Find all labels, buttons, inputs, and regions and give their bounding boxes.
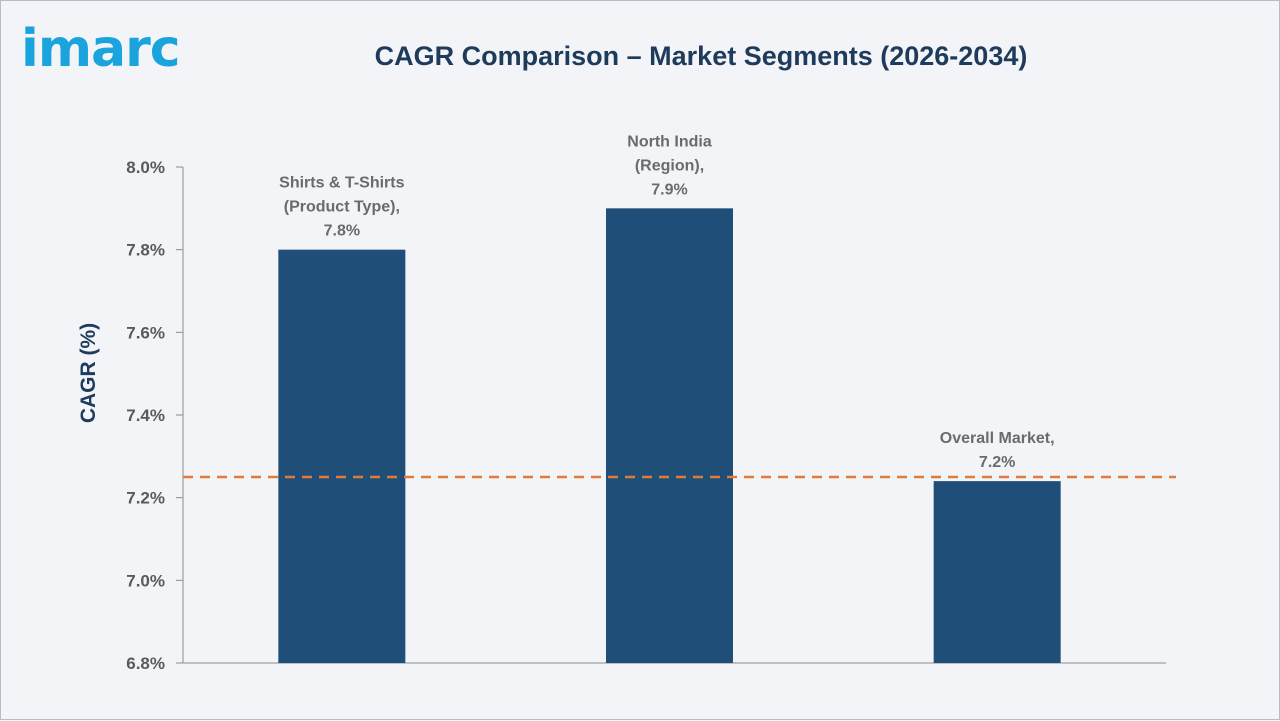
logo-text: imarc xyxy=(21,19,181,79)
bar-data-label: (Product Type), xyxy=(284,199,400,216)
bar-data-label: 7.2% xyxy=(979,454,1015,471)
bar-data-label: 7.8% xyxy=(324,223,360,240)
bar xyxy=(606,208,733,664)
bar-data-label: 7.9% xyxy=(651,181,687,198)
y-tick-label: 7.2% xyxy=(126,489,165,508)
bar-data-label: Overall Market, xyxy=(940,430,1055,447)
bar xyxy=(278,249,406,663)
y-tick-label: 7.8% xyxy=(126,241,165,260)
bar-data-label: (Region), xyxy=(635,157,704,174)
bar-data-label: North India xyxy=(627,133,712,150)
imarc-logo: imarc xyxy=(21,15,206,85)
y-tick-label: 7.6% xyxy=(126,323,165,342)
y-tick-label: 7.0% xyxy=(126,571,165,590)
bar xyxy=(933,481,1061,663)
y-tick-label: 8.0% xyxy=(126,158,165,177)
bar-data-label: Shirts & T-Shirts xyxy=(279,175,404,192)
y-tick-label: 6.8% xyxy=(126,654,165,673)
chart-title: CAGR Comparison – Market Segments (2026-… xyxy=(374,41,1028,71)
y-tick-label: 7.4% xyxy=(126,406,165,425)
